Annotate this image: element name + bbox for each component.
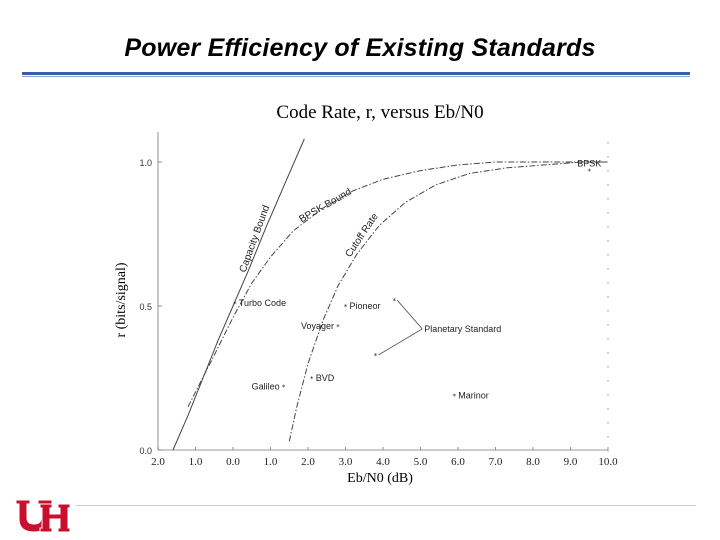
point-marker: *	[344, 303, 348, 311]
x-tick-label: 10.0	[598, 456, 618, 468]
x-tick-label: 9.0	[564, 456, 578, 468]
x-axis-label: Eb/N0 (dB)	[347, 471, 413, 486]
curve-annotation: Capacity Bound	[238, 204, 272, 274]
point-label: Voyager	[301, 321, 334, 331]
title-underline	[22, 72, 690, 75]
slide-title: Power Efficiency of Existing Standards	[124, 34, 596, 62]
annotation-arrow	[378, 328, 423, 356]
series-layer	[172, 138, 608, 451]
y-axis-label: r (bits/signal)	[114, 262, 129, 337]
x-tick-label: 7.0	[489, 456, 503, 468]
point-marker: *	[310, 375, 314, 383]
y-tick-label: 1.0	[139, 158, 152, 168]
point-label: Marinor	[458, 390, 489, 400]
x-tick-label: 5.0	[414, 456, 428, 468]
points-layer: *BPSK* Turbo Code * Pioneor*Voyager*Galileo…	[233, 159, 601, 401]
x-tick-label: 8.0	[526, 456, 540, 468]
y-tick-label: 0.5	[139, 302, 152, 312]
chart-title: Code Rate, r, versus Eb/N0	[276, 102, 483, 123]
footer-rule	[76, 505, 696, 506]
curve-annotation: BPSK Bound	[297, 187, 353, 226]
x-tick-label: 2.0	[151, 456, 165, 468]
y-tick-label: 0.0	[139, 446, 152, 456]
x-tick-label: 3.0	[339, 456, 353, 468]
point-label: Turbo Code	[239, 298, 286, 308]
point-marker: *	[393, 297, 397, 305]
point-label: Pioneor	[350, 301, 381, 311]
title-underline-thin	[22, 76, 690, 77]
point-marker: *	[282, 384, 286, 392]
point-marker: *	[336, 323, 340, 331]
annotation-arrow	[396, 299, 423, 330]
point-label: BVD	[316, 373, 335, 383]
series-cutoff-rate	[288, 161, 608, 442]
point-label: Galileo	[252, 382, 280, 392]
x-tick-label: 0.0	[226, 456, 240, 468]
point-marker: *	[588, 168, 592, 176]
axes: 2.0 1.0 0.0 1.0 2.0 3.0 4.0 5.0 6.0 7.0 8.0 9.0 10.0…	[139, 132, 618, 468]
curve-annotation: Planetary Standard	[424, 324, 501, 334]
uh-logo	[15, 499, 71, 533]
point-marker: *	[374, 352, 378, 360]
point-marker: *	[233, 300, 237, 308]
x-tick-label: 4.0	[376, 456, 390, 468]
x-tick-label: 1.0	[189, 456, 203, 468]
x-tick-label: 2.0	[301, 456, 315, 468]
series-capacity-bound	[172, 138, 305, 451]
x-tick-label: 6.0	[451, 456, 465, 468]
series-bpsk-bound	[187, 161, 608, 408]
point-marker: *	[453, 392, 457, 400]
x-tick-label: 1.0	[264, 456, 278, 468]
point-label: BPSK	[577, 159, 601, 169]
curve-annotation: Cutoff Rate	[344, 211, 382, 259]
